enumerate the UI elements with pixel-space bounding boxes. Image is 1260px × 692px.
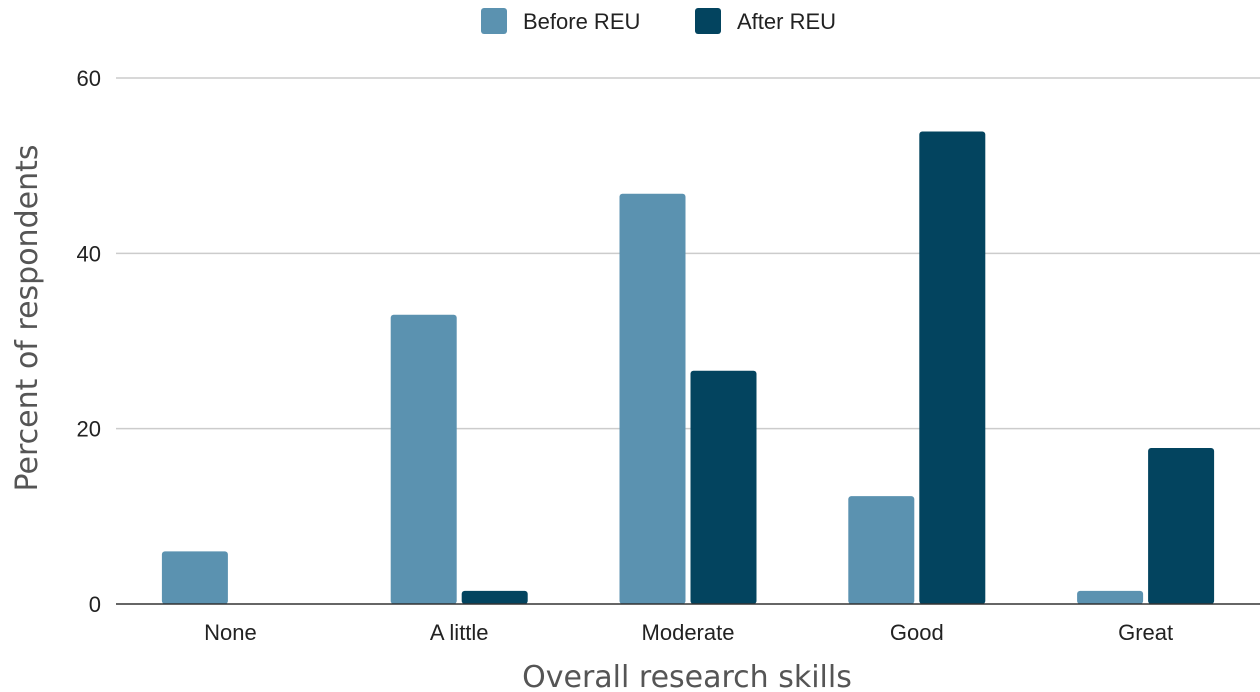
bar-after-reu-moderate: [690, 370, 757, 604]
legend-swatch-after: [695, 8, 721, 34]
y-axis-title: Percent of respondents: [10, 145, 45, 492]
x-tick-label: None: [204, 620, 257, 645]
bar-after-reu-great: [1148, 447, 1215, 604]
x-tick-label: Good: [890, 620, 944, 645]
bar-before-reu-good: [848, 496, 915, 604]
legend-swatch-before: [481, 8, 507, 34]
legend-label-after: After REU: [737, 9, 836, 34]
bars: [161, 131, 1215, 604]
bar-before-reu-moderate: [619, 193, 686, 604]
x-axis-ticks: None A little Moderate Good Great: [204, 620, 1173, 645]
bar-after-reu-good: [919, 131, 986, 604]
bar-before-reu-none: [161, 551, 228, 604]
x-tick-label: Moderate: [642, 620, 735, 645]
legend-label-before: Before REU: [523, 9, 640, 34]
legend: Before REU After REU: [481, 8, 836, 34]
y-tick-label: 60: [77, 66, 101, 91]
x-axis-title: Overall research skills: [522, 660, 852, 692]
bar-before-reu-a-little: [390, 314, 457, 604]
y-tick-label: 20: [77, 417, 101, 442]
grid: [116, 77, 1260, 430]
x-tick-label: Great: [1118, 620, 1173, 645]
y-axis-ticks: 0 20 40 60: [77, 66, 101, 617]
bar-before-reu-great: [1077, 590, 1144, 604]
bar-after-reu-a-little: [461, 590, 528, 604]
y-tick-label: 40: [77, 241, 101, 266]
y-tick-label: 0: [89, 592, 101, 617]
x-tick-label: A little: [430, 620, 489, 645]
